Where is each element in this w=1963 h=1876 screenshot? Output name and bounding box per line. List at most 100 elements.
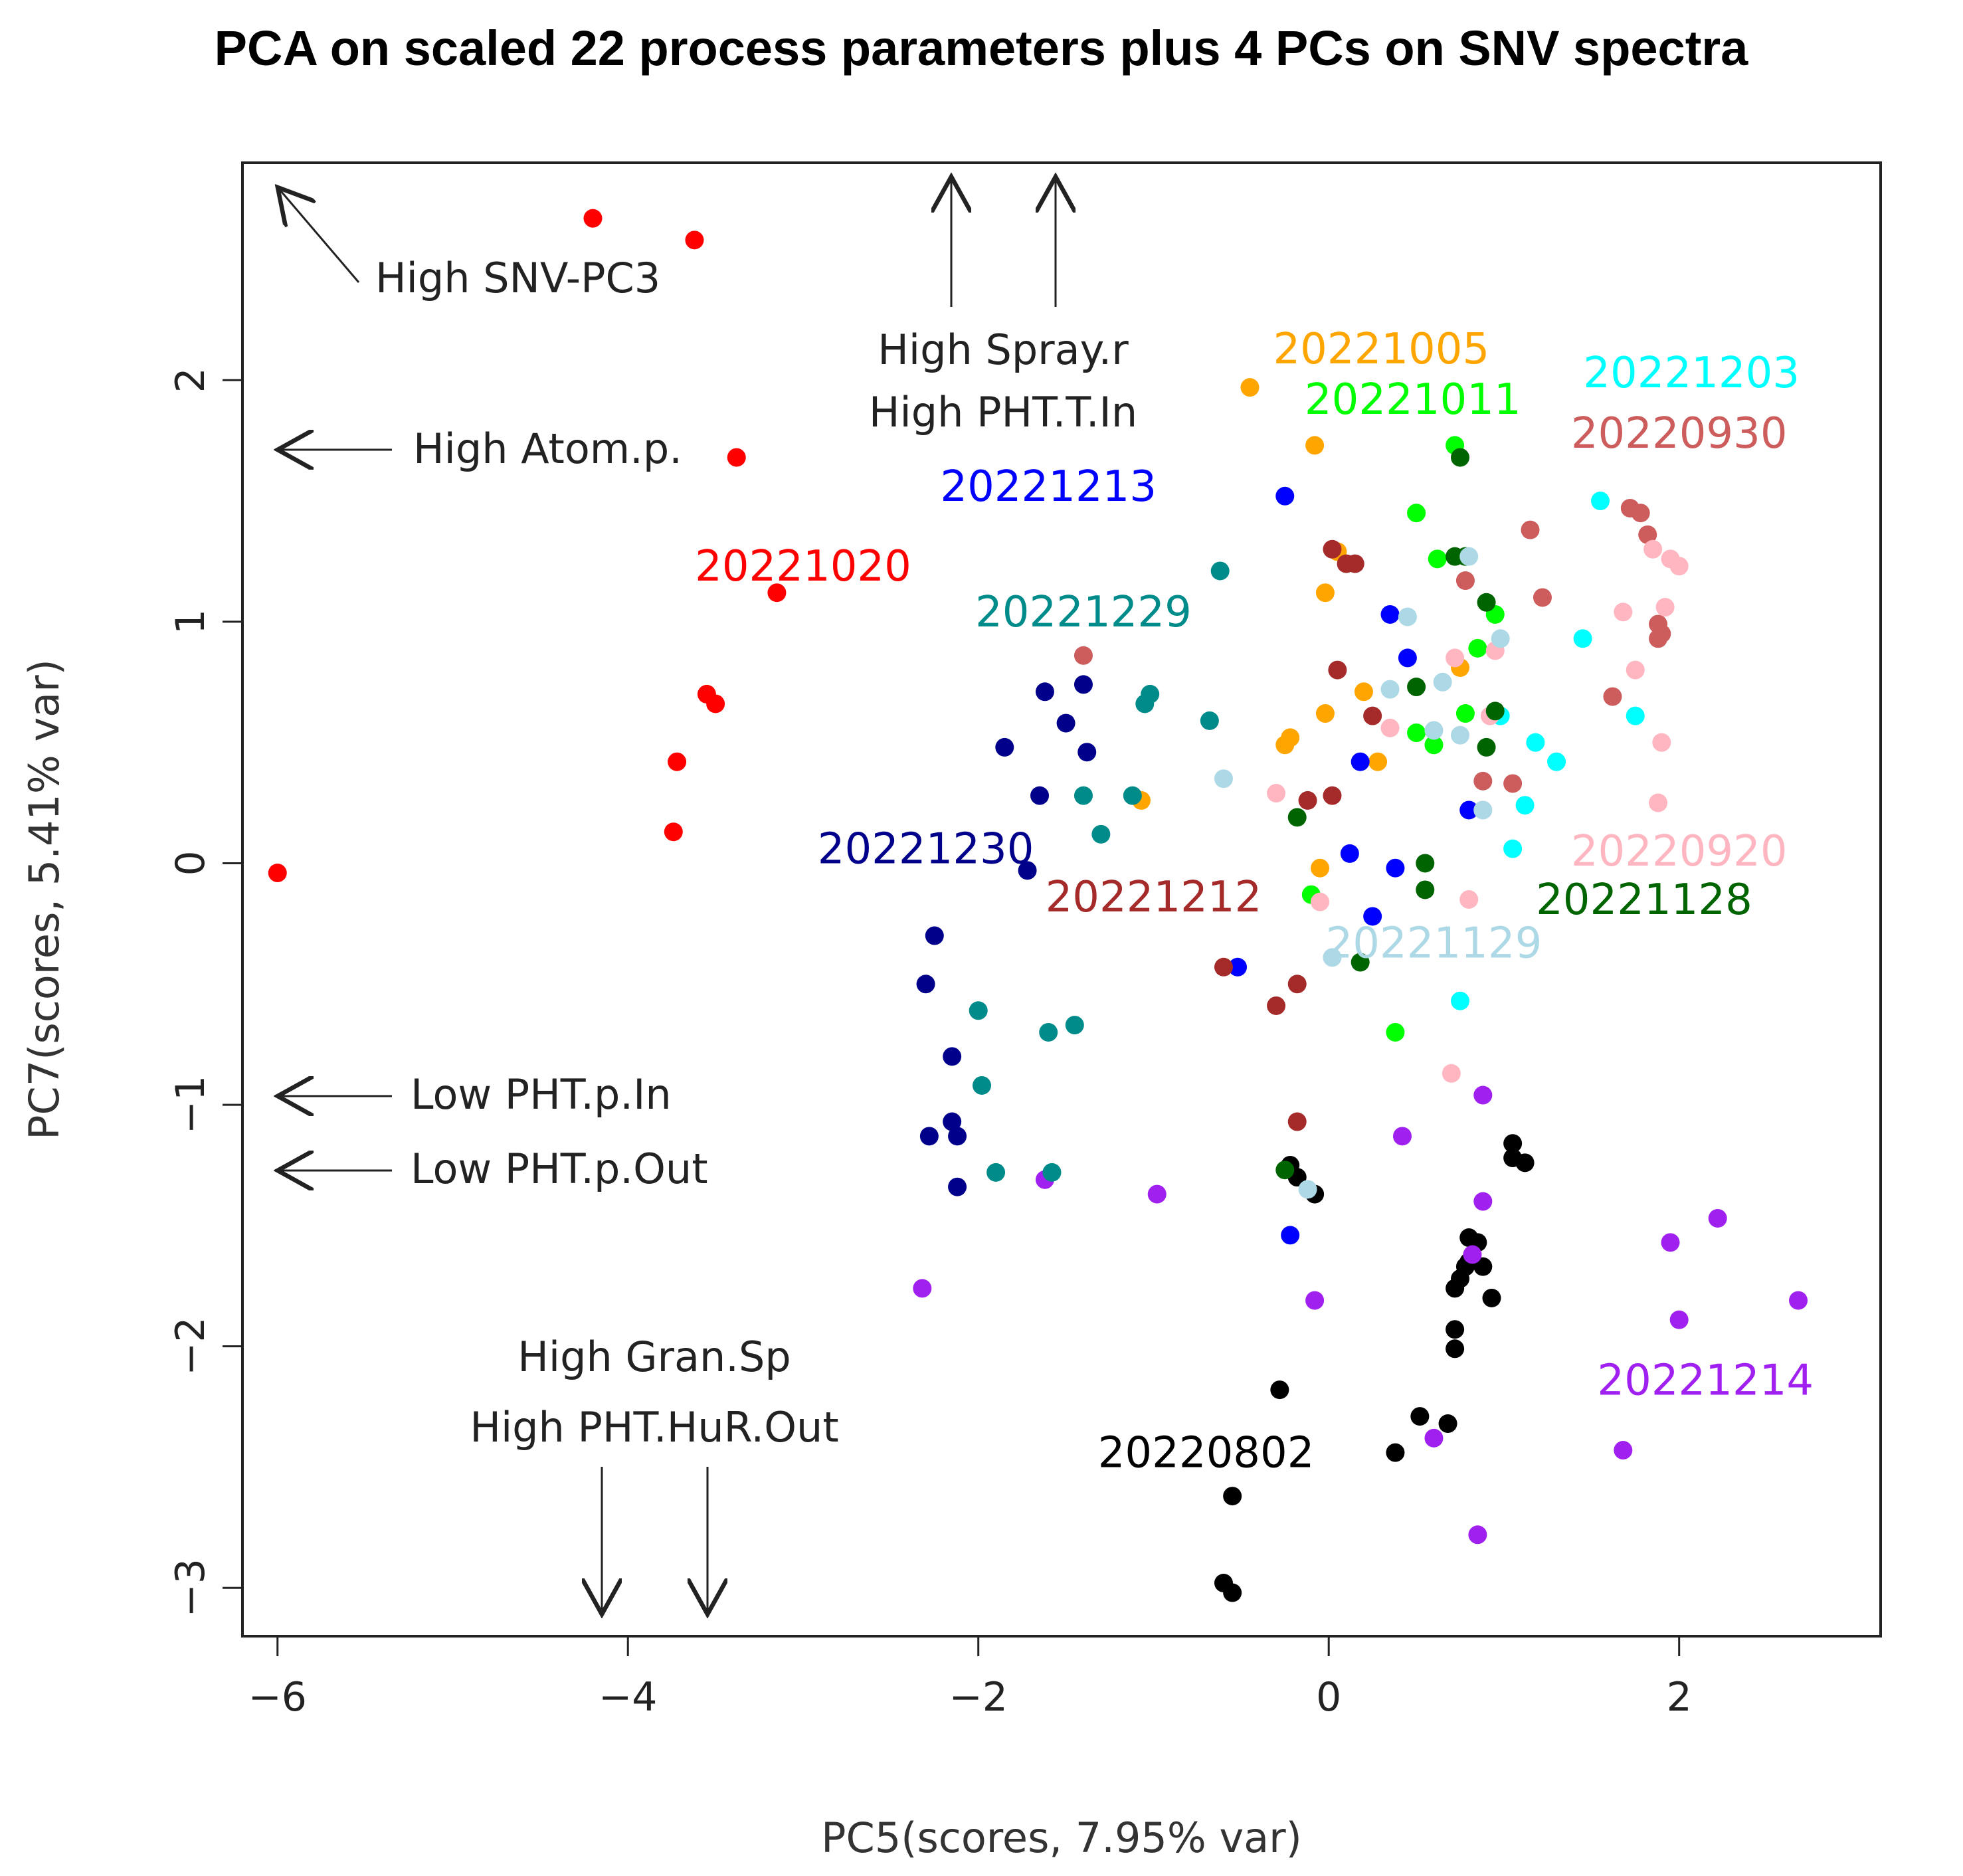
data-point: [1451, 991, 1470, 1010]
data-point: [943, 1047, 962, 1066]
data-point: [1446, 1320, 1465, 1339]
data-point: [668, 752, 687, 771]
data-point: [1526, 733, 1545, 752]
series-20221011: [1301, 436, 1505, 1042]
data-point: [919, 1127, 939, 1146]
annotation-text-pht-p-in: Low PHT.p.In: [411, 1070, 672, 1119]
annotation-text-gran-sp: High Gran.Sp: [517, 1333, 791, 1381]
data-point: [1455, 571, 1475, 591]
data-point: [1473, 1192, 1493, 1211]
y-axis: −3 −2 −1 0 1 2: [167, 367, 244, 1618]
data-point: [1424, 1428, 1444, 1448]
annotation-text-pht-hur-out: High PHT.HuR.Out: [470, 1403, 838, 1452]
data-point: [1416, 880, 1435, 899]
data-point: [1337, 554, 1356, 573]
data-point: [1591, 492, 1610, 511]
data-point: [1614, 1441, 1633, 1460]
data-point: [1442, 1064, 1461, 1083]
group-label-20220920: 20220920: [1571, 827, 1788, 876]
data-point: [1485, 702, 1505, 721]
data-point: [1398, 607, 1417, 626]
data-point: [1473, 1085, 1493, 1105]
data-point: [1323, 539, 1342, 559]
annotation-text-pht-p-out: Low PHT.p.Out: [411, 1145, 708, 1193]
group-label-20220802: 20220802: [1098, 1428, 1315, 1477]
group-labels: 20220802 20221214 20221020 2022100520221011…: [695, 325, 1814, 1478]
data-point: [1649, 793, 1668, 812]
data-point: [1638, 525, 1657, 544]
data-point: [1661, 1233, 1680, 1252]
data-point: [1708, 1208, 1727, 1228]
data-point: [1275, 486, 1295, 506]
data-point: [1091, 824, 1111, 844]
data-point: [1200, 711, 1219, 730]
data-point: [1603, 687, 1622, 706]
data-point: [1789, 1291, 1808, 1310]
data-point: [1386, 1443, 1405, 1462]
data-point: [969, 1001, 988, 1020]
data-point: [1074, 675, 1093, 694]
data-point: [1315, 704, 1335, 723]
data-point: [1459, 890, 1479, 909]
data-point: [948, 1127, 967, 1146]
data-point: [727, 448, 746, 467]
annotation-arrows: [278, 177, 1056, 1614]
series-20221129: [1214, 547, 1510, 1199]
data-point: [268, 864, 287, 883]
group-label-20221230: 20221230: [818, 824, 1034, 874]
data-point: [1428, 549, 1447, 569]
data-point: [1223, 1583, 1242, 1602]
data-point: [1386, 1022, 1405, 1042]
data-point: [1626, 660, 1645, 680]
data-point: [1287, 1112, 1307, 1131]
data-point: [1459, 547, 1479, 566]
x-tick-label: −4: [599, 1674, 657, 1721]
data-point: [1287, 975, 1307, 994]
series-20221229: [969, 561, 1230, 1182]
data-point: [1626, 706, 1645, 725]
data-point: [1315, 583, 1335, 603]
x-axis: −6 −4 −2 0 2: [248, 1635, 1692, 1721]
data-point: [1223, 1487, 1242, 1506]
y-axis-label: PC7(scores, 5.41% var): [20, 659, 68, 1140]
data-point: [1147, 1184, 1167, 1204]
data-point: [1468, 1525, 1487, 1545]
data-point: [1287, 808, 1307, 827]
data-point: [1424, 735, 1444, 755]
data-point: [995, 737, 1014, 757]
series-20221203: [1451, 492, 1645, 1010]
group-label-20221005: 20221005: [1273, 325, 1489, 374]
data-point: [1311, 892, 1330, 911]
data-point: [1328, 660, 1347, 680]
y-tick-label: −2: [167, 1317, 214, 1375]
group-label-20221128: 20221128: [1536, 876, 1752, 925]
x-tick-label: 0: [1316, 1674, 1341, 1721]
data-point: [1631, 504, 1650, 523]
data-point: [1077, 743, 1097, 762]
data-point: [1275, 1161, 1295, 1180]
data-point: [925, 926, 944, 945]
annotation-text-snv-pc3: High SNV-PC3: [375, 254, 660, 302]
group-label-20221212: 20221212: [1046, 873, 1262, 922]
data-point: [1446, 1339, 1465, 1359]
y-tick-label: 0: [167, 850, 214, 876]
y-tick-label: −3: [167, 1558, 214, 1617]
data-point: [1340, 844, 1359, 863]
data-point: [1267, 996, 1286, 1015]
x-tick-label: 2: [1667, 1674, 1692, 1721]
x-axis-label: PC5(scores, 7.95% var): [821, 1814, 1302, 1862]
data-point: [1491, 629, 1510, 648]
data-point: [1473, 800, 1493, 820]
series-20221212: [1214, 539, 1382, 1131]
data-point: [1424, 721, 1444, 740]
data-point: [1281, 1226, 1300, 1245]
data-point: [913, 1279, 932, 1298]
data-point: [1416, 854, 1435, 873]
data-point: [1074, 786, 1093, 805]
data-point: [1323, 948, 1342, 967]
data-point: [1533, 588, 1552, 607]
data-point: [1468, 638, 1487, 658]
group-label-20221020: 20221020: [695, 542, 911, 591]
data-point: [1477, 593, 1496, 612]
data-point: [1573, 629, 1592, 648]
